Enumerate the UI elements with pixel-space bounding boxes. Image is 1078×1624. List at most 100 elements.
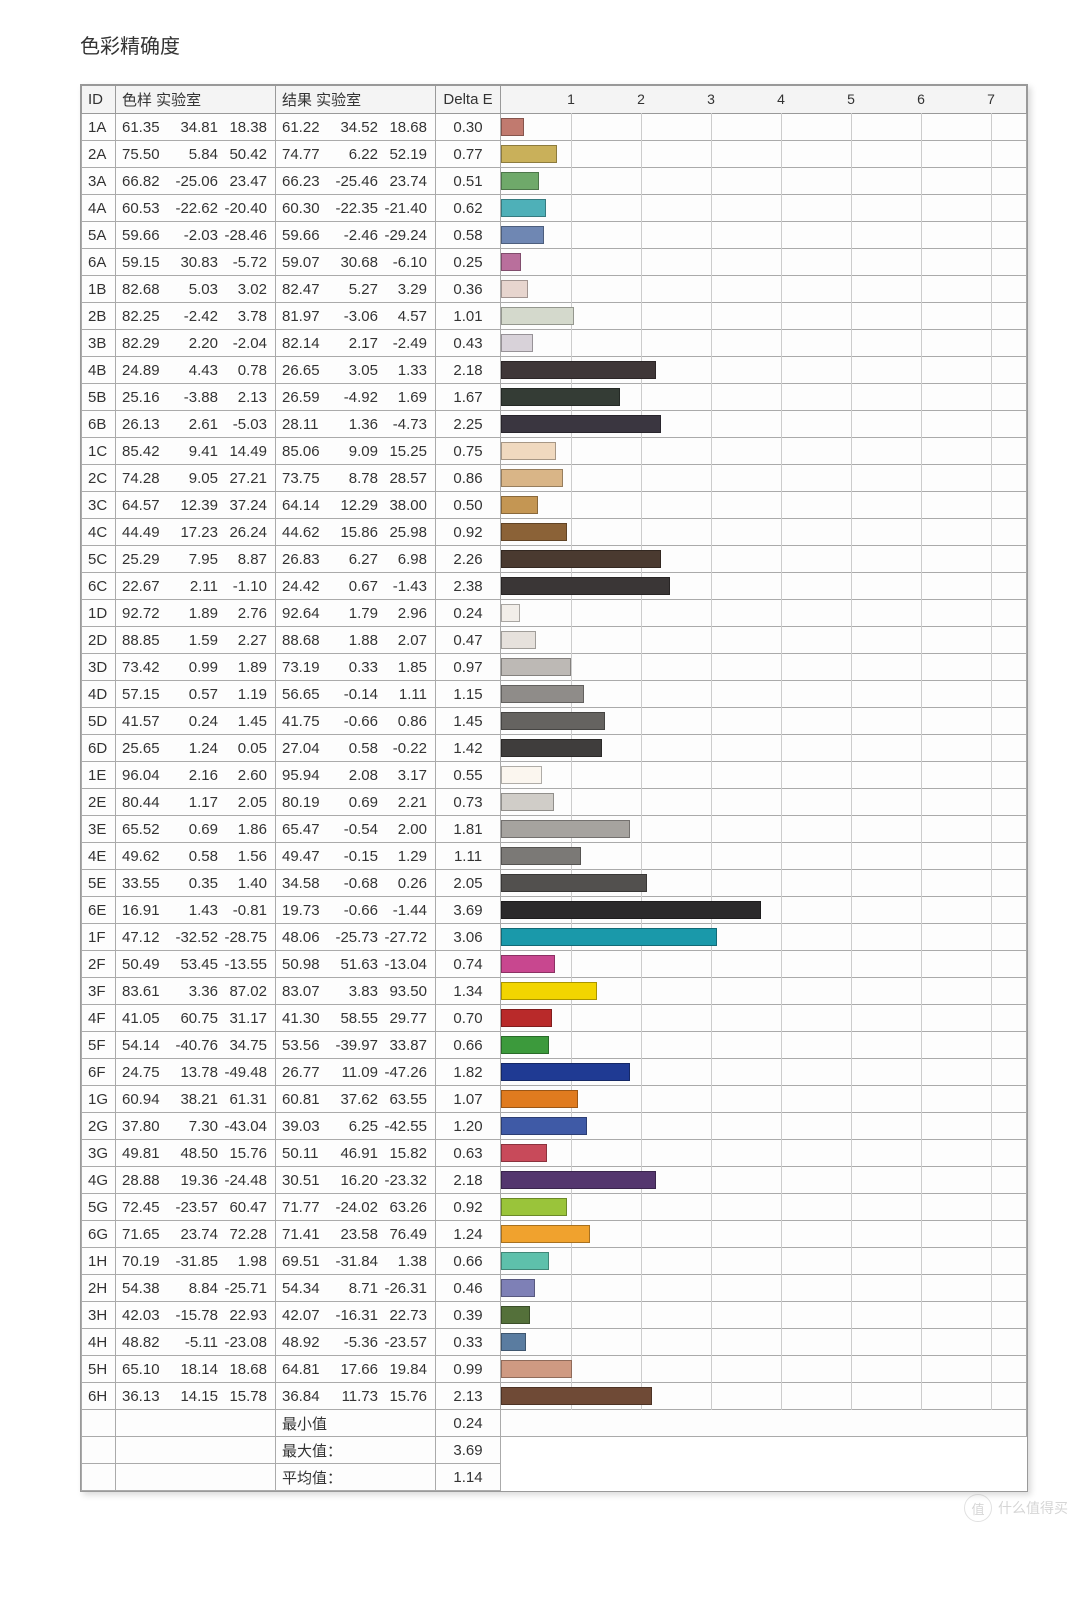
cell-delta: 2.18 — [436, 357, 501, 384]
cell-id: 4E — [82, 843, 116, 870]
cell-chart — [501, 519, 1027, 546]
header-row: ID 色样 实验室 结果 实验室 Delta E 1234567 — [82, 86, 1027, 114]
cell-result: 41.75-0.660.86 — [276, 708, 436, 735]
cell-id: 6E — [82, 897, 116, 924]
cell-delta: 0.75 — [436, 438, 501, 465]
delta-bar — [501, 280, 528, 298]
cell-sample: 72.45-23.5760.47 — [116, 1194, 276, 1221]
cell-chart — [501, 357, 1027, 384]
cell-sample: 25.297.958.87 — [116, 546, 276, 573]
cell-delta: 0.63 — [436, 1140, 501, 1167]
table-row: 1D92.721.892.7692.641.792.960.24 — [82, 600, 1027, 627]
cell-delta: 2.25 — [436, 411, 501, 438]
cell-id: 3A — [82, 168, 116, 195]
axis-tick: 6 — [917, 91, 925, 107]
cell-sample: 50.4953.45-13.55 — [116, 951, 276, 978]
cell-sample: 82.25-2.423.78 — [116, 303, 276, 330]
cell-sample: 73.420.991.89 — [116, 654, 276, 681]
delta-bar — [501, 1387, 652, 1405]
cell-result: 50.1146.9115.82 — [276, 1140, 436, 1167]
watermark-text: 什么值得买 — [998, 1498, 1068, 1518]
cell-delta: 3.06 — [436, 924, 501, 951]
cell-chart — [501, 789, 1027, 816]
cell-id: 2F — [82, 951, 116, 978]
cell-sample: 65.1018.1418.68 — [116, 1356, 276, 1383]
table-row: 2E80.441.172.0580.190.692.210.73 — [82, 789, 1027, 816]
cell-sample: 65.520.691.86 — [116, 816, 276, 843]
cell-chart — [501, 1167, 1027, 1194]
header-result: 结果 实验室 — [276, 86, 436, 114]
table-row: 6B26.132.61-5.0328.111.36-4.732.25 — [82, 411, 1027, 438]
cell-sample: 41.0560.7531.17 — [116, 1005, 276, 1032]
cell-chart — [501, 141, 1027, 168]
header-sample: 色样 实验室 — [116, 86, 276, 114]
table-row: 1G60.9438.2161.3160.8137.6263.551.07 — [82, 1086, 1027, 1113]
cell-sample: 82.685.033.02 — [116, 276, 276, 303]
table-row: 2H54.388.84-25.7154.348.71-26.310.46 — [82, 1275, 1027, 1302]
cell-id: 6G — [82, 1221, 116, 1248]
cell-id: 3B — [82, 330, 116, 357]
delta-bar — [501, 766, 542, 784]
cell-result: 60.30-22.35-21.40 — [276, 195, 436, 222]
cell-result: 64.1412.2938.00 — [276, 492, 436, 519]
cell-delta: 0.92 — [436, 519, 501, 546]
cell-chart — [501, 843, 1027, 870]
table-row: 4B24.894.430.7826.653.051.332.18 — [82, 357, 1027, 384]
table-row: 5E33.550.351.4034.58-0.680.262.05 — [82, 870, 1027, 897]
cell-result: 83.073.8393.50 — [276, 978, 436, 1005]
delta-bar — [501, 685, 584, 703]
delta-bar — [501, 1144, 547, 1162]
delta-bar — [501, 172, 539, 190]
delta-bar — [501, 388, 620, 406]
cell-sample: 49.620.581.56 — [116, 843, 276, 870]
cell-id: 2A — [82, 141, 116, 168]
summary-value: 3.69 — [436, 1437, 501, 1464]
cell-chart — [501, 1302, 1027, 1329]
cell-sample: 42.03-15.7822.93 — [116, 1302, 276, 1329]
summary-label: 最小值 — [276, 1410, 436, 1437]
delta-bar — [501, 739, 602, 757]
delta-bar — [501, 1036, 549, 1054]
cell-result: 41.3058.5529.77 — [276, 1005, 436, 1032]
cell-delta: 1.81 — [436, 816, 501, 843]
cell-chart — [501, 1248, 1027, 1275]
cell-delta: 1.82 — [436, 1059, 501, 1086]
cell-id: 4B — [82, 357, 116, 384]
cell-result: 61.2234.5218.68 — [276, 114, 436, 141]
cell-delta: 0.39 — [436, 1302, 501, 1329]
cell-result: 65.47-0.542.00 — [276, 816, 436, 843]
cell-chart — [501, 276, 1027, 303]
cell-id: 6F — [82, 1059, 116, 1086]
cell-chart — [501, 1086, 1027, 1113]
table-row: 6A59.1530.83-5.7259.0730.68-6.100.25 — [82, 249, 1027, 276]
cell-result: 71.4123.5876.49 — [276, 1221, 436, 1248]
cell-sample: 41.570.241.45 — [116, 708, 276, 735]
delta-bar — [501, 523, 567, 541]
cell-id: 1H — [82, 1248, 116, 1275]
delta-bar — [501, 793, 554, 811]
summary-label: 平均值： — [276, 1464, 436, 1491]
cell-chart — [501, 438, 1027, 465]
delta-bar — [501, 1009, 552, 1027]
table-row: 3E65.520.691.8665.47-0.542.001.81 — [82, 816, 1027, 843]
cell-sample: 96.042.162.60 — [116, 762, 276, 789]
cell-result: 71.77-24.0263.26 — [276, 1194, 436, 1221]
cell-delta: 0.58 — [436, 222, 501, 249]
cell-sample: 64.5712.3937.24 — [116, 492, 276, 519]
cell-result: 26.836.276.98 — [276, 546, 436, 573]
cell-delta: 2.38 — [436, 573, 501, 600]
summary-value: 0.24 — [436, 1410, 501, 1437]
cell-chart — [501, 1383, 1027, 1410]
table-row: 4A60.53-22.62-20.4060.30-22.35-21.400.62 — [82, 195, 1027, 222]
cell-sample: 25.651.240.05 — [116, 735, 276, 762]
cell-sample: 75.505.8450.42 — [116, 141, 276, 168]
cell-result: 73.758.7828.57 — [276, 465, 436, 492]
cell-chart — [501, 897, 1027, 924]
cell-chart — [501, 492, 1027, 519]
cell-delta: 0.74 — [436, 951, 501, 978]
cell-id: 6B — [82, 411, 116, 438]
table-row: 1H70.19-31.851.9869.51-31.841.380.66 — [82, 1248, 1027, 1275]
cell-result: 24.420.67-1.43 — [276, 573, 436, 600]
cell-result: 66.23-25.4623.74 — [276, 168, 436, 195]
cell-chart — [501, 600, 1027, 627]
